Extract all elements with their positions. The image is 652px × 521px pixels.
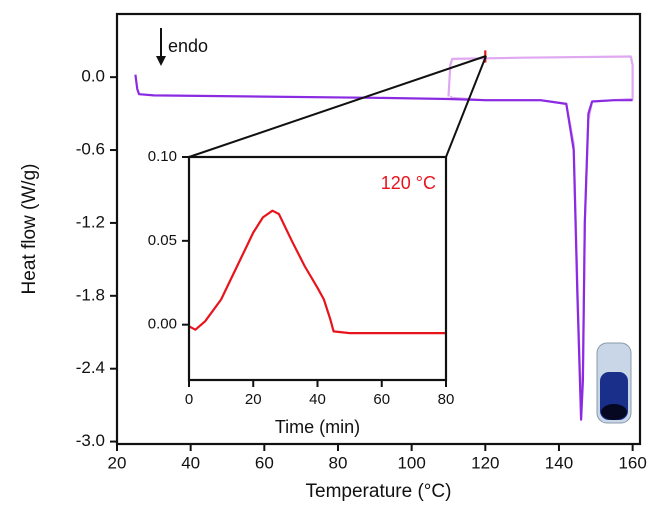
- y-tick-label: -0.6: [76, 140, 105, 159]
- y-tick-label: 0.0: [81, 67, 105, 86]
- x-tick-label: 160: [618, 453, 646, 472]
- plot-frame: [187, 155, 448, 382]
- zoom-line: [188, 55, 487, 158]
- endo-arrow-head: [156, 56, 166, 66]
- data-line: [188, 209, 446, 335]
- x-tick-label: 100: [397, 453, 425, 472]
- x-tick-label: 80: [438, 391, 455, 408]
- x-axis-label: Time (min): [275, 417, 360, 437]
- annotation: 120 °C: [381, 173, 436, 193]
- plot-frame: [115, 12, 642, 446]
- inset-chart: 0 20 40 60 80 0.00 0.05 0.10 Time (min): [148, 148, 455, 437]
- zoom-line: [445, 55, 487, 158]
- x-tick-label: 20: [245, 391, 262, 408]
- x-tick-label: 20: [108, 453, 127, 472]
- plot-background: [189, 157, 446, 380]
- y-tick-label: 0.10: [148, 148, 177, 165]
- x-tick-label: 40: [181, 453, 200, 472]
- y-tick-label: -1.8: [76, 285, 105, 304]
- x-tick-label: 60: [373, 391, 390, 408]
- x-tick-label: 40: [309, 391, 326, 408]
- y-tick-label: -3.0: [76, 431, 105, 450]
- y-axis-label: Heat flow (W/g): [19, 164, 40, 295]
- x-axis-label: Temperature (°C): [306, 481, 452, 502]
- main-chart: 20 40 60 80 100 120 140 160 0.0 -0.6 -1.2 -1.8 -2.4 -…: [19, 12, 647, 502]
- data-line: [134, 74, 633, 421]
- x-tick-label: 0: [185, 391, 193, 408]
- y-tick-label: -2.4: [76, 358, 105, 377]
- x-tick-label: 60: [255, 453, 274, 472]
- x-tick-label: 120: [471, 453, 499, 472]
- vial: [596, 342, 632, 424]
- y-tick-label: 0.05: [148, 232, 177, 249]
- y-tick-label: 0.00: [148, 316, 177, 333]
- y-tick-label: -1.2: [76, 212, 105, 231]
- annotation: endo: [168, 36, 208, 56]
- x-tick-label: 80: [329, 453, 348, 472]
- x-tick-label: 140: [545, 453, 573, 472]
